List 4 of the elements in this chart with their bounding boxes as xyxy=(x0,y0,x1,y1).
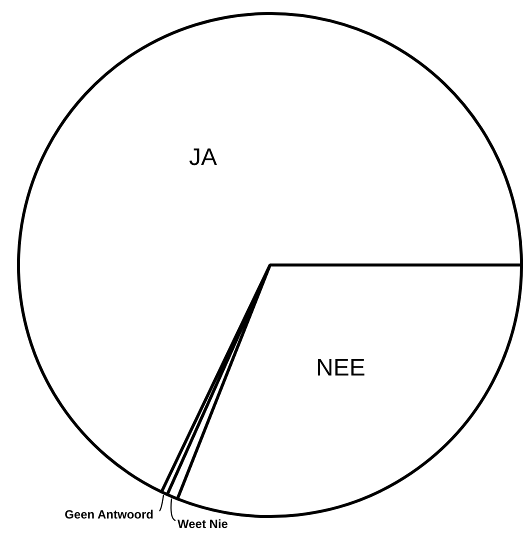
slice-label: NEE xyxy=(316,354,366,382)
slice-label: JA xyxy=(188,144,217,172)
slice-label: Geen Antwoord xyxy=(64,507,154,522)
slice-label: Weet Nie xyxy=(178,516,228,531)
